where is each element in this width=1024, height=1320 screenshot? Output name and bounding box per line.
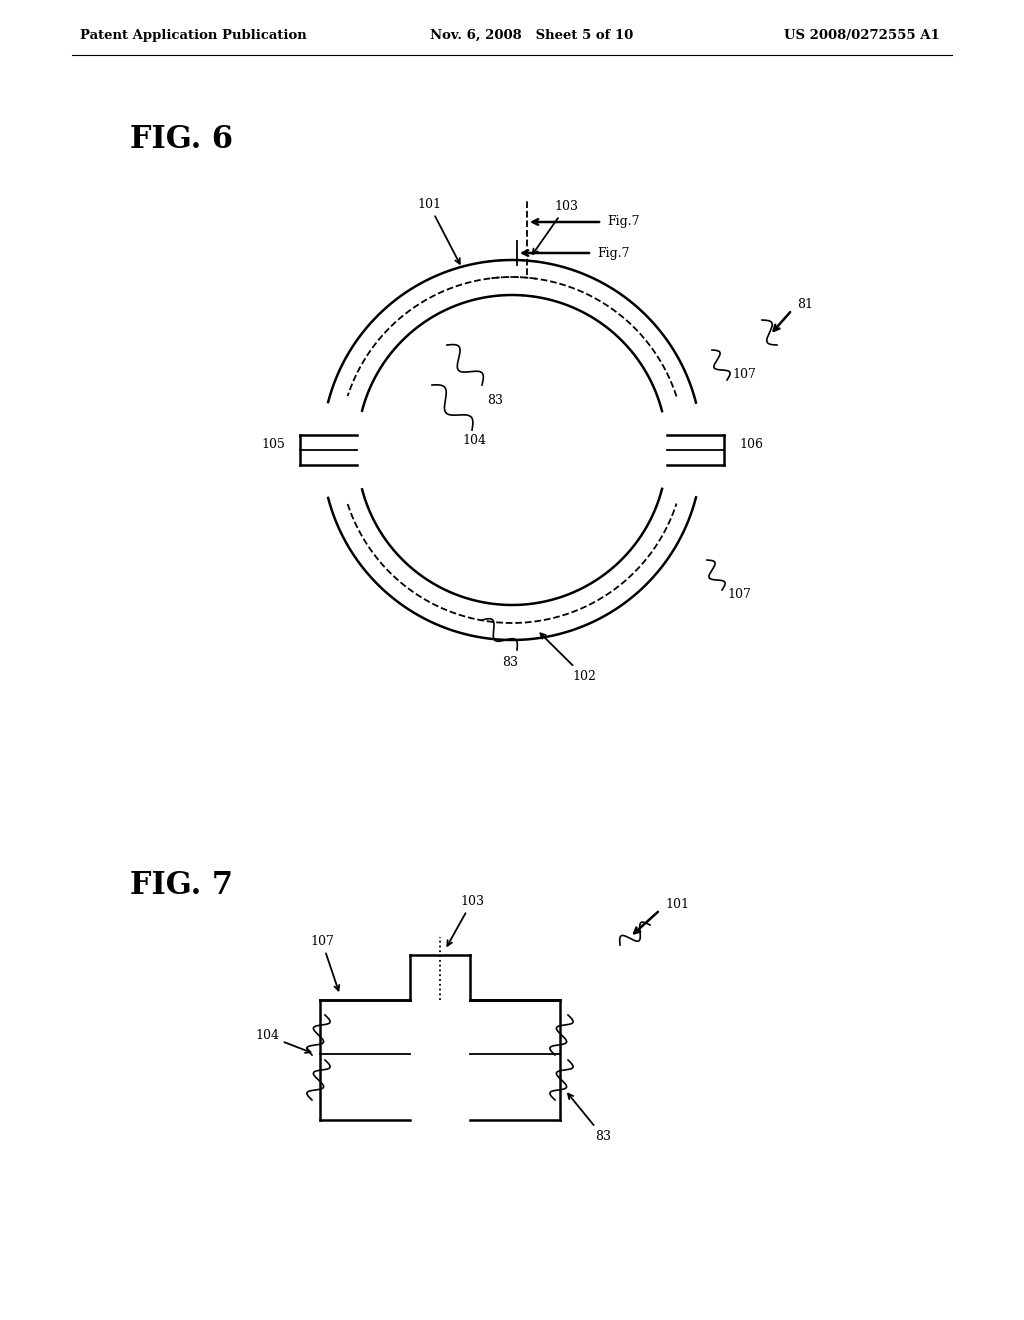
Text: FIG. 6: FIG. 6 bbox=[130, 124, 233, 156]
Text: Patent Application Publication: Patent Application Publication bbox=[80, 29, 307, 41]
Text: 83: 83 bbox=[568, 1094, 611, 1143]
Text: 104: 104 bbox=[462, 433, 486, 446]
Text: Fig.7: Fig.7 bbox=[597, 247, 630, 260]
Text: 105: 105 bbox=[261, 438, 285, 451]
Text: 103: 103 bbox=[532, 201, 578, 253]
Text: 107: 107 bbox=[310, 935, 339, 990]
Text: FIG. 7: FIG. 7 bbox=[130, 870, 233, 900]
Text: 101: 101 bbox=[665, 899, 689, 912]
Text: 103: 103 bbox=[447, 895, 484, 946]
Text: 104: 104 bbox=[255, 1030, 310, 1053]
Text: 81: 81 bbox=[797, 298, 813, 312]
Text: 106: 106 bbox=[739, 438, 763, 451]
Text: US 2008/0272555 A1: US 2008/0272555 A1 bbox=[784, 29, 940, 41]
Text: 107: 107 bbox=[732, 368, 756, 381]
Text: 83: 83 bbox=[502, 656, 518, 669]
Text: Fig.7: Fig.7 bbox=[607, 215, 640, 228]
Text: 101: 101 bbox=[417, 198, 460, 264]
Text: 107: 107 bbox=[727, 589, 751, 602]
Text: 102: 102 bbox=[541, 634, 596, 682]
Text: 83: 83 bbox=[487, 393, 503, 407]
Text: Nov. 6, 2008   Sheet 5 of 10: Nov. 6, 2008 Sheet 5 of 10 bbox=[430, 29, 633, 41]
